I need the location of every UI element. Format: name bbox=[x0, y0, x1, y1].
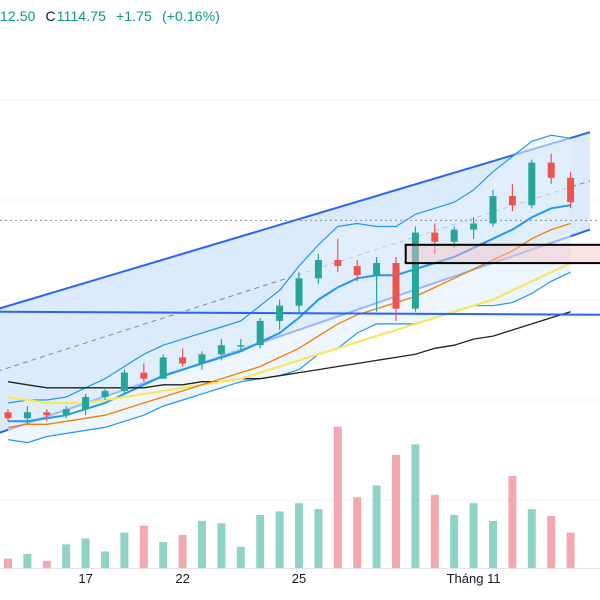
volume-bar bbox=[411, 444, 420, 569]
volume-bar bbox=[62, 544, 71, 568]
candle-body bbox=[276, 305, 284, 321]
volume-bar bbox=[217, 523, 226, 568]
candle-body bbox=[314, 260, 322, 279]
candle-body bbox=[450, 229, 458, 242]
volume-bar bbox=[178, 535, 187, 568]
candle-body bbox=[43, 412, 51, 416]
volume-bar bbox=[566, 532, 575, 568]
x-axis: 17 22 25 Tháng 11 bbox=[0, 568, 600, 586]
bb-upper-line bbox=[7, 134, 571, 404]
candle-body bbox=[334, 260, 342, 267]
volume-bar bbox=[489, 520, 497, 568]
volume-bar bbox=[295, 503, 303, 568]
volume-bar bbox=[508, 476, 517, 568]
volume-bar bbox=[469, 503, 478, 568]
volume-bars bbox=[4, 426, 575, 569]
candles bbox=[4, 153, 575, 425]
volume-bar bbox=[275, 511, 284, 568]
bb-mid-line bbox=[8, 204, 571, 423]
candle-body bbox=[567, 177, 575, 203]
volume-bar bbox=[527, 509, 536, 568]
volume-bar bbox=[256, 515, 265, 568]
candle-body bbox=[4, 412, 12, 419]
volume-bar bbox=[547, 516, 556, 568]
change-percent: (+0.16%) bbox=[161, 8, 220, 24]
bb-fill bbox=[8, 135, 571, 443]
close-value: 1114.75 bbox=[56, 8, 106, 24]
candle-body bbox=[62, 409, 70, 416]
candle-body bbox=[256, 320, 264, 346]
change-value: +1.75 bbox=[116, 8, 152, 24]
candle-body bbox=[198, 354, 206, 364]
ohlc-legend: 12.50 C1114.75 +1.75 (+0.16%) bbox=[0, 8, 226, 24]
candle-body bbox=[470, 223, 478, 230]
candle-body bbox=[82, 397, 90, 410]
volume-bar bbox=[101, 551, 109, 568]
candle-body bbox=[159, 357, 167, 379]
candle-body bbox=[489, 196, 497, 224]
candle-body bbox=[431, 232, 439, 242]
volume-bar bbox=[353, 497, 362, 568]
ma-long-line bbox=[7, 311, 571, 389]
level-lines bbox=[0, 219, 600, 316]
candle-body bbox=[217, 345, 225, 355]
candle-body bbox=[547, 162, 555, 178]
volume-bar bbox=[139, 525, 148, 568]
resistance-box bbox=[404, 243, 600, 265]
volume-bar bbox=[23, 553, 32, 568]
volume-bar bbox=[198, 520, 206, 568]
candle-body bbox=[140, 372, 148, 379]
x-tick-label: Tháng 11 bbox=[447, 571, 501, 586]
volume-bar bbox=[314, 509, 323, 568]
candle-body bbox=[508, 196, 516, 206]
resistance-zone bbox=[404, 243, 600, 265]
volume-bar bbox=[159, 542, 168, 568]
candle-body bbox=[237, 345, 245, 347]
volume-bar bbox=[430, 494, 439, 568]
volume-bar bbox=[236, 546, 245, 568]
candle-body bbox=[353, 266, 361, 276]
volume-bar bbox=[4, 558, 12, 568]
candle-body bbox=[392, 263, 400, 309]
open-value: 12.50 bbox=[0, 8, 36, 24]
bollinger-bands bbox=[7, 134, 571, 444]
candle-body bbox=[23, 412, 31, 419]
ma-mid-line bbox=[7, 262, 572, 405]
ma-short-line bbox=[7, 222, 571, 429]
volume-bar bbox=[372, 485, 381, 568]
volume-bar bbox=[450, 515, 459, 568]
candle-body bbox=[120, 372, 128, 391]
candle-body bbox=[528, 162, 536, 206]
horizontal-level-line bbox=[0, 310, 600, 316]
candle-body bbox=[373, 263, 381, 276]
volume-bar bbox=[42, 560, 51, 568]
volume-bar bbox=[392, 454, 400, 568]
moving-averages bbox=[7, 222, 572, 429]
x-tick-label: 17 bbox=[78, 571, 92, 586]
candle-body bbox=[411, 232, 419, 309]
close-label: C bbox=[45, 8, 56, 24]
candle-body bbox=[101, 390, 109, 397]
volume-bar bbox=[333, 426, 342, 568]
channel-upper-line bbox=[0, 131, 591, 310]
x-tick-label: 25 bbox=[292, 571, 306, 586]
x-tick-label: 22 bbox=[175, 571, 189, 586]
candle-body bbox=[179, 357, 187, 364]
volume-bar bbox=[120, 532, 129, 568]
candle-body bbox=[295, 278, 303, 306]
volume-bar bbox=[81, 538, 90, 568]
